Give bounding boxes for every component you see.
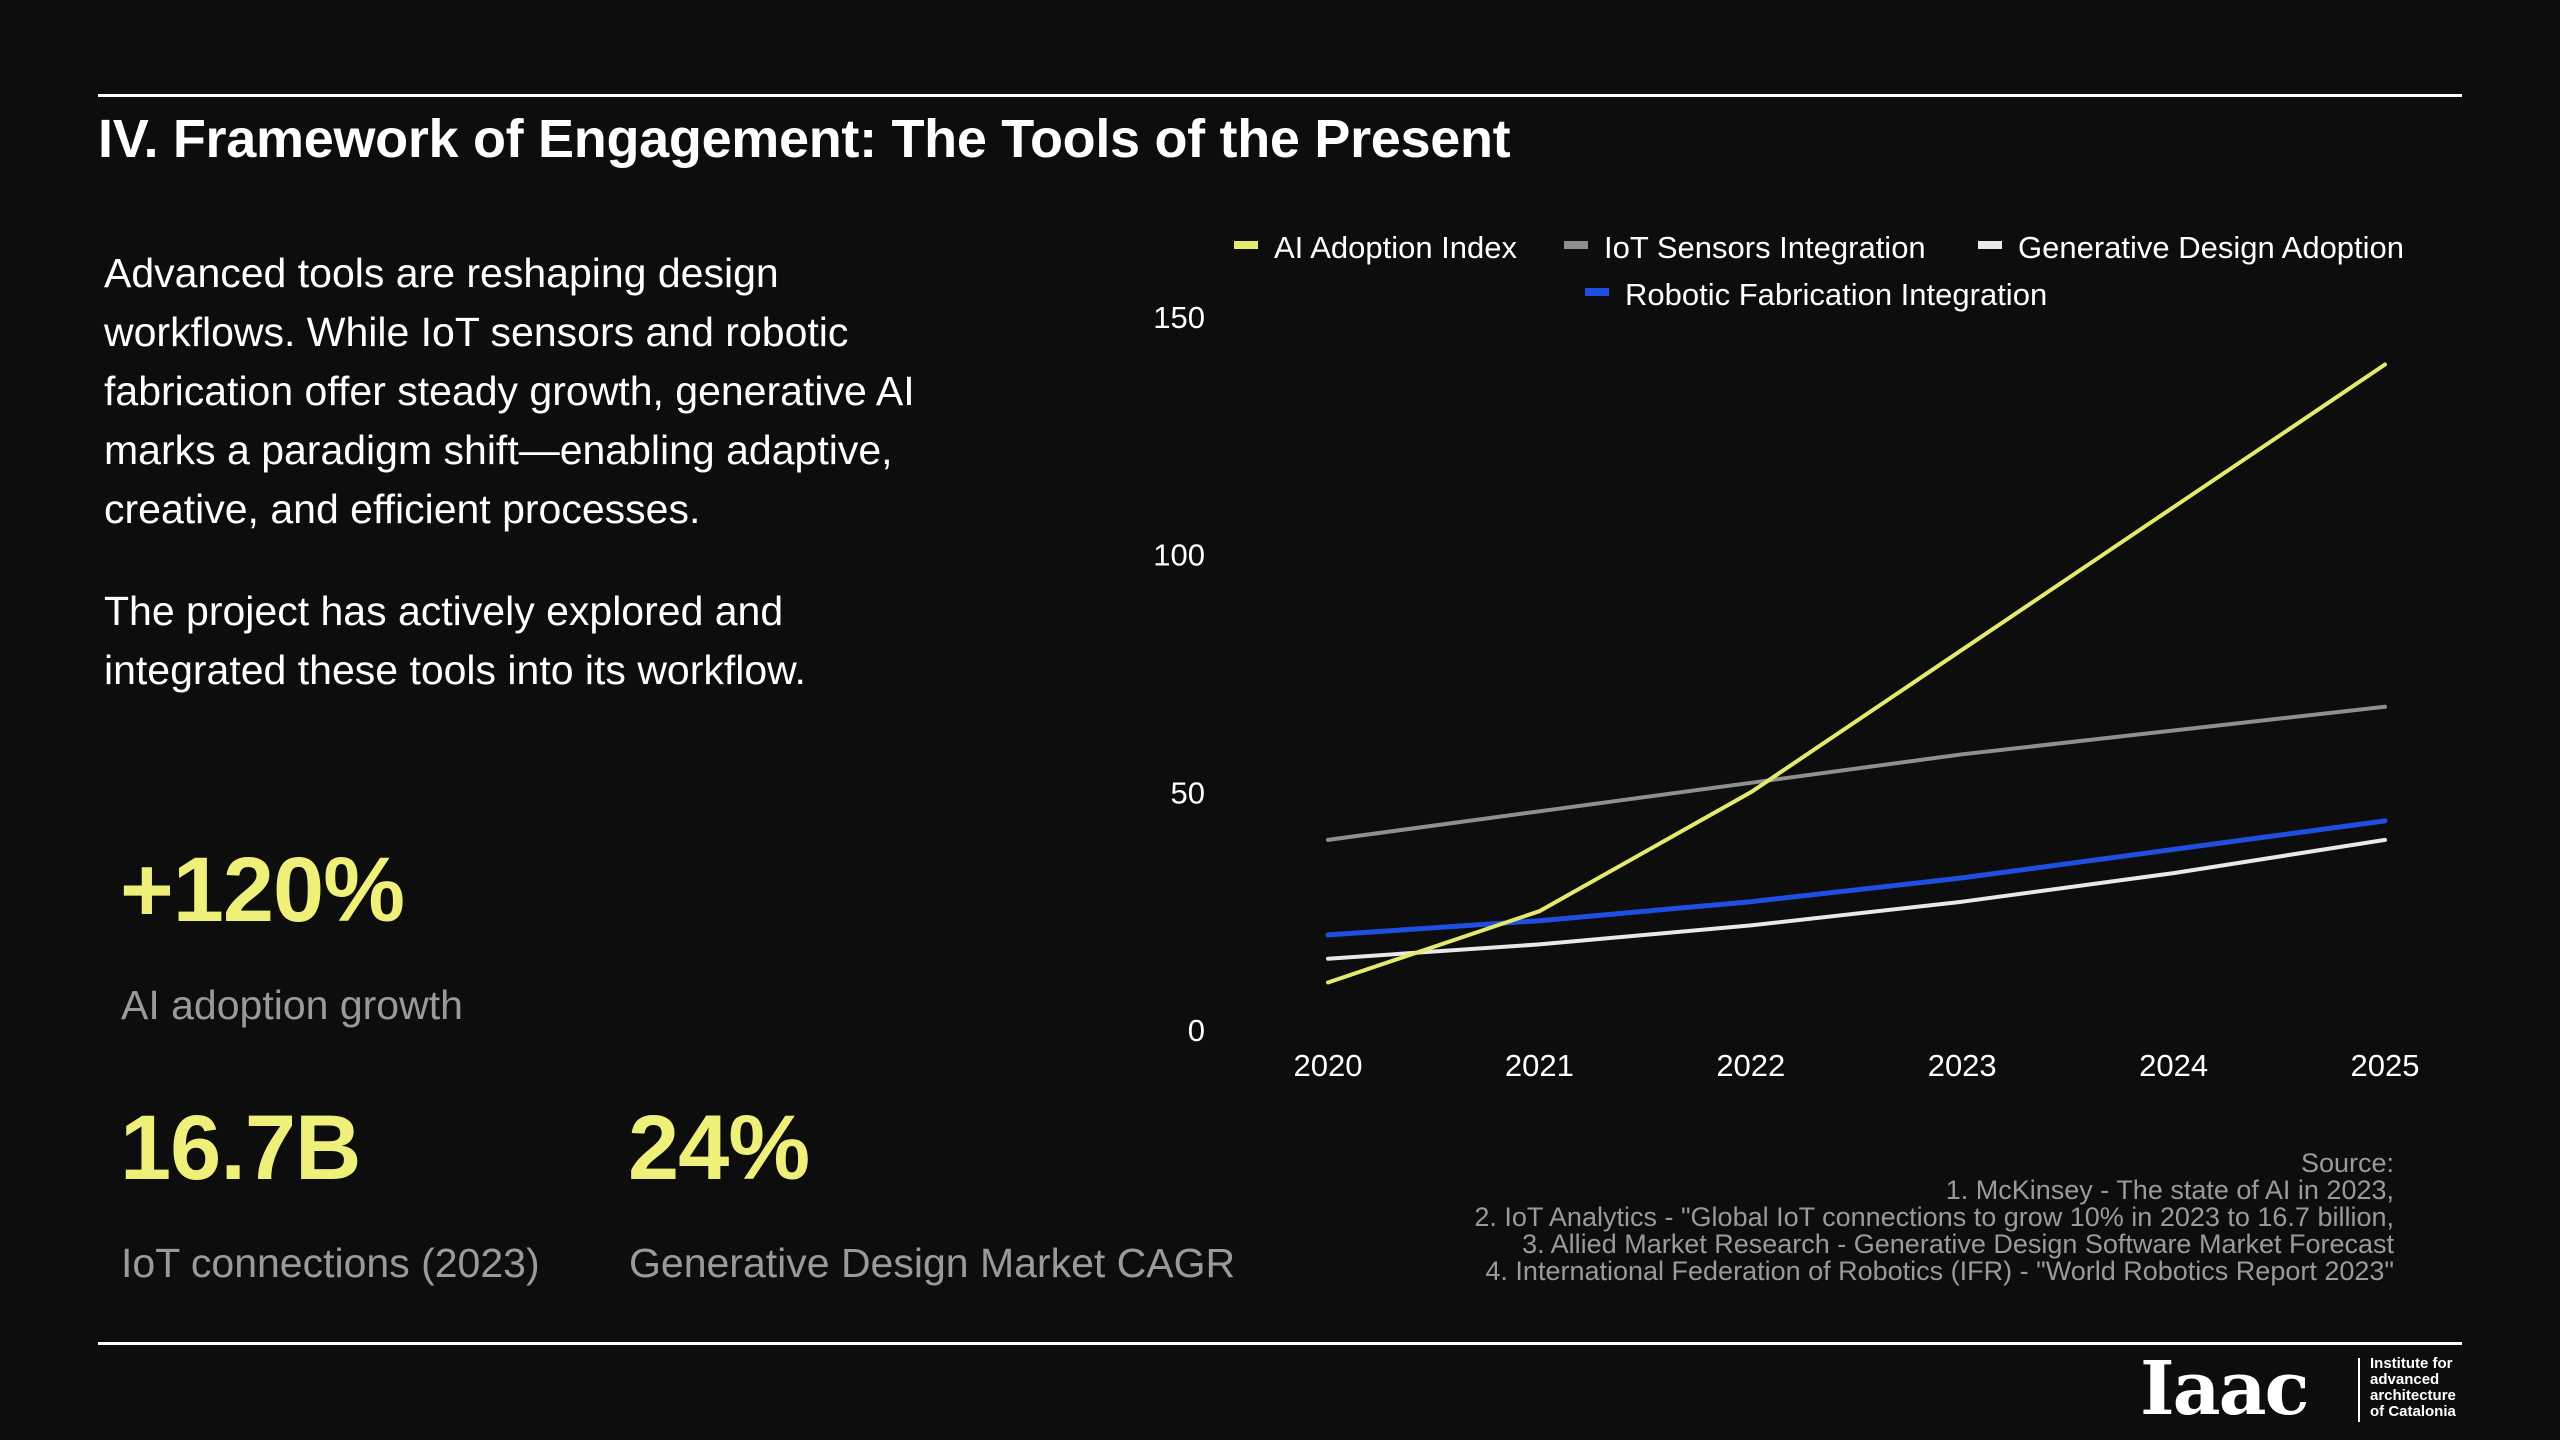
legend-swatch <box>1234 241 1258 249</box>
stat-iot-value: 16.7B <box>120 1097 361 1199</box>
y-tick-label: 0 <box>1188 1013 1205 1048</box>
legend-label: IoT Sensors Integration <box>1604 230 1926 265</box>
logo-subtitle: Institute for advanced architecture of C… <box>2370 1356 2480 1420</box>
logo-line-2: advanced <box>2370 1371 2440 1388</box>
source-line-1: 1. McKinsey - The state of AI in 2023, <box>1945 1175 2394 1205</box>
stat-ai-growth-value: +120% <box>120 839 405 941</box>
series-line-4 <box>1325 818 2388 938</box>
legend-label: AI Adoption Index <box>1274 230 1518 265</box>
top-rule <box>98 94 2462 97</box>
x-tick-label: 2023 <box>1928 1048 1997 1083</box>
intro-paragraph: Advanced tools are reshaping design work… <box>104 250 915 532</box>
stat-cagr-value: 24% <box>628 1097 810 1199</box>
stat-ai-growth-label: AI adoption growth <box>121 982 463 1028</box>
series-line-3 <box>1326 837 2387 961</box>
iaac-logo: Iaac Institute for advanced architecture… <box>2140 1346 2470 1432</box>
legend-label: Generative Design Adoption <box>2018 230 2404 265</box>
x-tick-label: 2025 <box>2351 1048 2420 1083</box>
x-tick-label: 2024 <box>2139 1048 2208 1083</box>
logo-line-4: of Catalonia <box>2370 1403 2456 1420</box>
series-line-2 <box>1326 704 2387 842</box>
x-tick-label: 2020 <box>1294 1048 1363 1083</box>
source-notes: Source: 1. McKinsey - The state of AI in… <box>1474 1150 2394 1285</box>
stat-cagr-label: Generative Design Market CAGR <box>629 1240 1236 1286</box>
legend-swatch <box>1978 241 2002 249</box>
source-heading: Source: <box>2300 1148 2394 1178</box>
source-line-4: 4. International Federation of Robotics … <box>1485 1256 2394 1286</box>
logo-line-3: architecture <box>2370 1387 2456 1404</box>
y-tick-label: 100 <box>1153 538 1205 573</box>
legend-swatch <box>1585 288 1609 296</box>
logo-divider <box>2358 1358 2360 1422</box>
bottom-rule <box>98 1342 2462 1345</box>
legend-label: Robotic Fabrication Integration <box>1625 277 2047 312</box>
x-tick-label: 2022 <box>1716 1048 1785 1083</box>
x-tick-label: 2021 <box>1505 1048 1574 1083</box>
y-tick-label: 50 <box>1171 775 1205 810</box>
stat-iot-label: IoT connections (2023) <box>121 1240 540 1286</box>
project-paragraph: The project has actively explored and in… <box>104 588 806 693</box>
source-line-3: 3. Allied Market Research - Generative D… <box>1522 1229 2394 1259</box>
y-tick-label: 150 <box>1153 300 1205 335</box>
source-line-2: 2. IoT Analytics - "Global IoT connectio… <box>1474 1202 2394 1232</box>
logo-wordmark: Iaac <box>2140 1346 2310 1432</box>
slide-title: IV. Framework of Engagement: The Tools o… <box>98 109 1511 169</box>
series-line-1 <box>1326 362 2387 985</box>
logo-line-1: Institute for <box>2370 1355 2453 1372</box>
legend-swatch <box>1564 241 1588 249</box>
